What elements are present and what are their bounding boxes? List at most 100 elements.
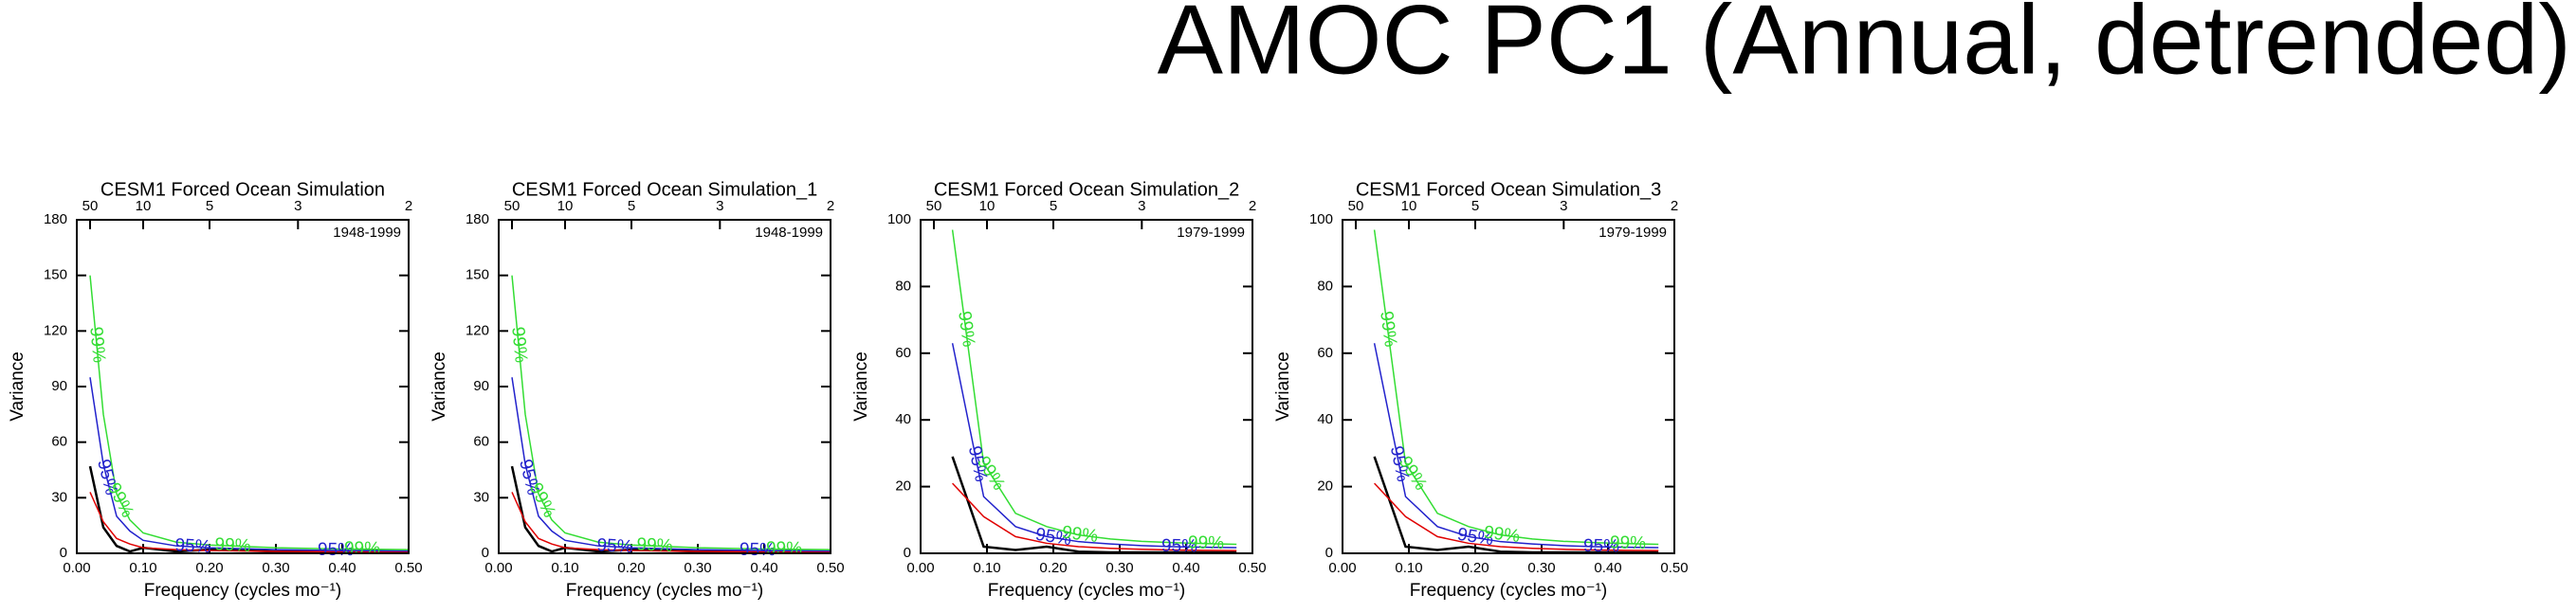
x-axis-label: Frequency (cycles mo⁻¹) — [566, 581, 764, 601]
line-label: 99% — [1610, 532, 1647, 553]
x-tick-label: 0.30 — [1105, 560, 1133, 576]
y-axis-label: Variance — [8, 352, 27, 422]
spectrum-line — [89, 275, 410, 550]
y-tick-label: 0 — [482, 545, 489, 561]
y-tick-label: 150 — [466, 267, 489, 283]
spectrum-line — [951, 229, 1237, 546]
x2-tick-label: 5 — [206, 198, 213, 214]
y-tick-label: 60 — [1317, 345, 1333, 361]
spectrum-line — [511, 377, 831, 552]
panel: CESM1 Forced Ocean Simulation 1948-1999 Fr… — [8, 179, 423, 601]
x-tick-label: 0.50 — [1238, 560, 1266, 576]
y-tick-label: 180 — [44, 211, 67, 227]
x-tick-label: 0.30 — [262, 560, 289, 576]
y-tick-label: 0 — [904, 545, 911, 561]
x2-tick-label: 10 — [557, 198, 574, 214]
panel: CESM1 Forced Ocean Simulation_1 1948-1999… — [429, 179, 845, 601]
y-tick-label: 80 — [1317, 278, 1333, 294]
x2-tick-label: 3 — [294, 198, 301, 214]
x-tick-label: 0.30 — [684, 560, 711, 576]
x2-tick-label: 50 — [1348, 198, 1364, 214]
line-label: 99% — [766, 539, 802, 559]
y-tick-label: 60 — [895, 345, 911, 361]
x-tick-label: 0.50 — [394, 560, 422, 576]
line-label: 95% — [318, 540, 354, 561]
annotation: 1948-1999 — [755, 225, 823, 241]
x-tick-label: 0.00 — [1328, 560, 1356, 576]
line-label: 99% — [1188, 532, 1225, 553]
panel-title: CESM1 Forced Ocean Simulation_1 — [512, 179, 817, 200]
y-tick-label: 30 — [51, 489, 67, 505]
panel-title: CESM1 Forced Ocean Simulation_3 — [1356, 179, 1661, 200]
y-tick-label: 0 — [60, 545, 67, 561]
x-tick-label: 0.50 — [816, 560, 844, 576]
x-axis-label: Frequency (cycles mo⁻¹) — [1410, 581, 1608, 601]
y-tick-label: 180 — [466, 211, 489, 227]
x2-tick-label: 50 — [926, 198, 942, 214]
line-label: 95% — [1161, 536, 1198, 557]
plot-frame — [498, 219, 831, 554]
panel: CESM1 Forced Ocean Simulation_2 1979-1999… — [851, 179, 1267, 601]
line-label: 99% — [103, 479, 137, 521]
x-tick-label: 0.20 — [1461, 560, 1489, 576]
y-tick-label: 90 — [51, 378, 67, 394]
line-label: 95% — [174, 535, 211, 557]
panel-title: CESM1 Forced Ocean Simulation_2 — [934, 179, 1239, 200]
line-label: 99% — [1376, 310, 1400, 349]
y-tick-label: 90 — [473, 378, 489, 394]
x2-tick-label: 10 — [979, 198, 996, 214]
x2-tick-label: 3 — [1138, 198, 1145, 214]
line-label: 99% — [1061, 523, 1099, 548]
x-tick-label: 0.10 — [551, 560, 578, 576]
y-tick-label: 100 — [1309, 211, 1333, 227]
spectrum-line — [951, 343, 1237, 549]
x-tick-label: 0.10 — [973, 560, 1000, 576]
line-label: 99% — [85, 326, 109, 364]
x-tick-label: 0.40 — [750, 560, 777, 576]
line-label: 95% — [1583, 536, 1620, 557]
y-tick-label: 60 — [473, 434, 489, 450]
x2-tick-label: 5 — [628, 198, 635, 214]
x2-tick-label: 2 — [1249, 198, 1256, 214]
line-label: 95% — [740, 540, 776, 561]
panel: CESM1 Forced Ocean Simulation_3 1979-1999… — [1273, 179, 1689, 601]
line-label: 95% — [596, 535, 633, 557]
y-tick-label: 120 — [44, 322, 67, 338]
spectrum-line — [89, 492, 410, 553]
y-tick-label: 0 — [1325, 545, 1333, 561]
panel-title: CESM1 Forced Ocean Simulation — [100, 179, 385, 200]
x-tick-label: 0.20 — [617, 560, 645, 576]
x-tick-label: 0.00 — [63, 560, 90, 576]
x2-tick-label: 2 — [405, 198, 412, 214]
x-tick-label: 0.10 — [129, 560, 156, 576]
line-label: 99% — [636, 534, 673, 556]
x-tick-label: 0.40 — [1172, 560, 1199, 576]
x-tick-label: 0.40 — [1594, 560, 1621, 576]
x2-tick-label: 2 — [827, 198, 834, 214]
figure-title: AMOC PC1 (Annual, detrended) — [1158, 0, 2571, 95]
line-label: 99% — [344, 539, 380, 559]
y-tick-label: 20 — [1317, 478, 1333, 495]
y-axis-label: Variance — [429, 352, 449, 422]
y-tick-label: 100 — [887, 211, 911, 227]
x2-tick-label: 5 — [1050, 198, 1057, 214]
spectrum-line — [511, 275, 831, 550]
x2-tick-label: 10 — [1401, 198, 1417, 214]
x-tick-label: 0.20 — [195, 560, 223, 576]
plot-frame — [920, 219, 1253, 554]
x-tick-label: 0.10 — [1395, 560, 1422, 576]
line-label: 99% — [525, 479, 559, 521]
spectrum-line — [1373, 343, 1659, 549]
y-tick-label: 20 — [895, 478, 911, 495]
x-tick-label: 0.40 — [328, 560, 356, 576]
x2-tick-label: 5 — [1471, 198, 1479, 214]
y-tick-label: 60 — [51, 434, 67, 450]
y-tick-label: 40 — [895, 411, 911, 427]
x2-tick-label: 50 — [82, 198, 99, 214]
x2-tick-label: 3 — [1560, 198, 1567, 214]
x-tick-label: 0.30 — [1527, 560, 1555, 576]
x-axis-label: Frequency (cycles mo⁻¹) — [988, 581, 1186, 601]
line-label: 99% — [1483, 523, 1521, 548]
y-tick-label: 80 — [895, 278, 911, 294]
